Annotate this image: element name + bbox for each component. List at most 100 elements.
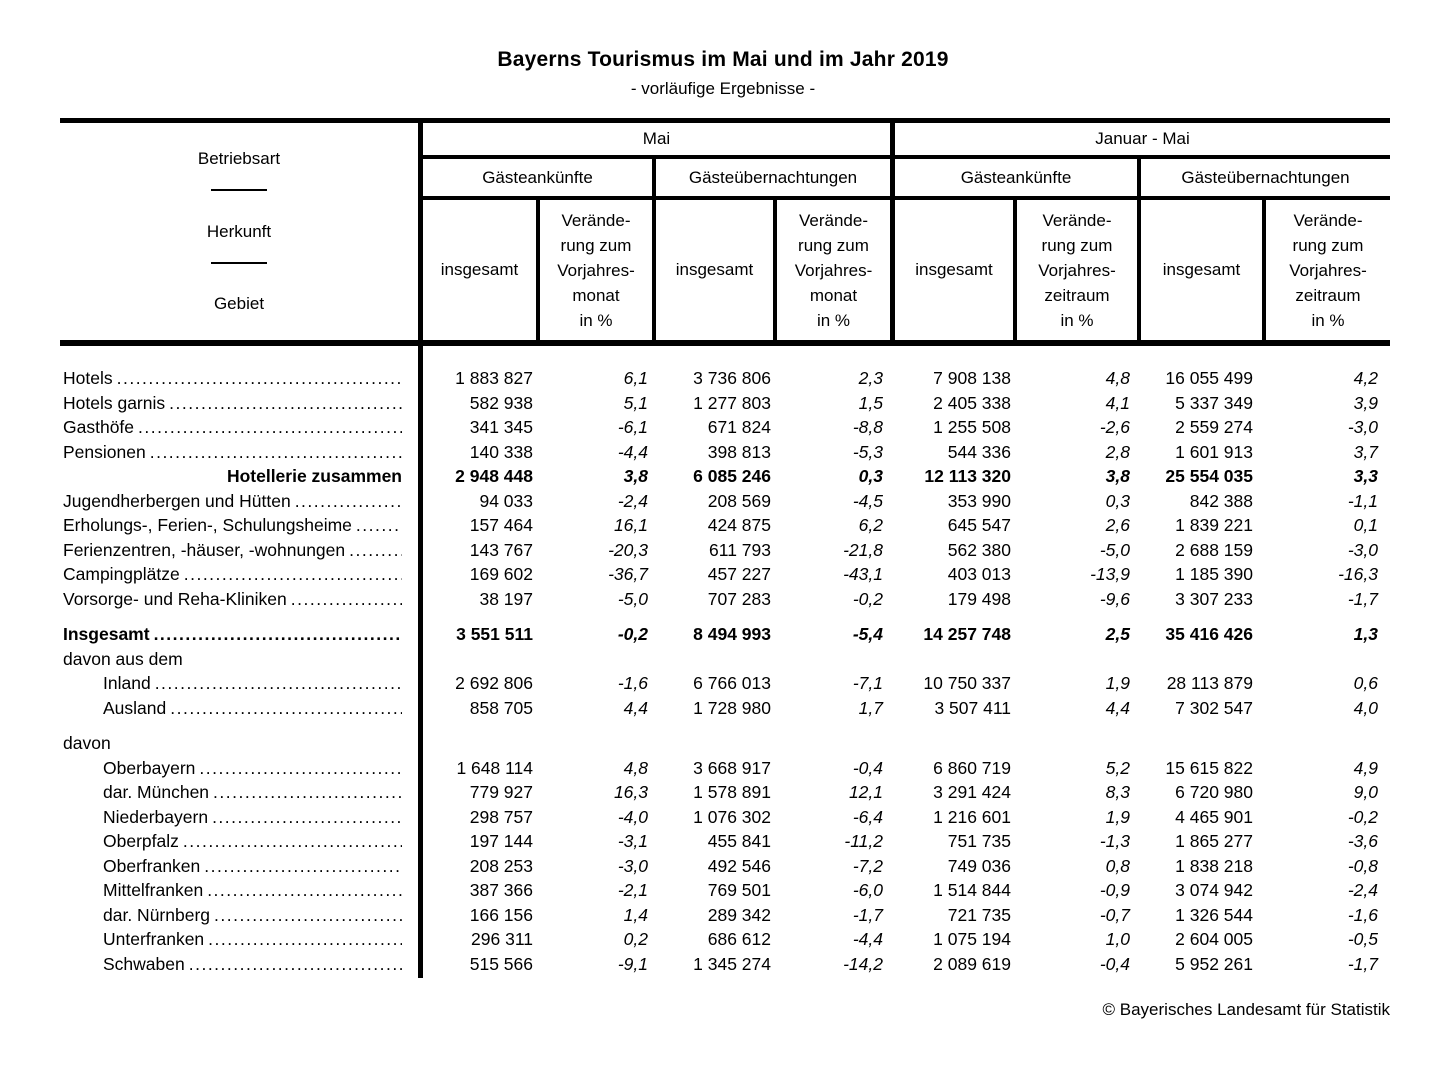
dot-leader <box>204 854 402 879</box>
value-change-percent: -11,2 <box>844 831 883 851</box>
rule-under-subgroups <box>423 196 1390 200</box>
column-total: insgesamt <box>675 260 754 279</box>
page-title: Bayerns Tourismus im Mai und im Jahr 201… <box>497 48 949 71</box>
row-label: Campingplätze <box>60 562 418 587</box>
row-label-text: Hotels garnis <box>63 392 166 413</box>
row-label: Hotels garnis <box>60 391 418 416</box>
value-total: 769 501 <box>707 880 771 900</box>
value-change-percent: -6,0 <box>852 880 883 900</box>
value-total: 3 507 411 <box>934 697 1011 718</box>
value-total: 25 554 035 <box>1165 466 1253 486</box>
value-total: 2 089 619 <box>933 953 1011 974</box>
value-total: 611 793 <box>709 539 771 560</box>
value-change-percent: 1,5 <box>858 392 883 413</box>
value-change-percent: 2,6 <box>1105 515 1130 535</box>
table-row: davon <box>60 731 1390 756</box>
table-row: Jugendherbergen und Hütten 94 033 -2,4 208 … <box>60 489 1390 514</box>
value-change-percent: 4,2 <box>1353 368 1378 388</box>
stub-line-betriebsart: Betriebsart <box>197 149 281 168</box>
table-header: Betriebsart Herkunft Gebiet Mai Januar -… <box>60 118 1390 346</box>
value-change-percent: -4,0 <box>617 806 648 827</box>
value-change-percent: -0,5 <box>1347 929 1378 949</box>
stub-line-gebiet: Gebiet <box>213 294 265 313</box>
value-change-percent: -0,4 <box>852 757 883 778</box>
value-total: 28 113 879 <box>1166 673 1253 693</box>
dot-leader <box>212 805 402 830</box>
row-label: Hotels <box>60 366 418 391</box>
dot-leader <box>189 952 402 977</box>
value-total: 1 075 194 <box>933 929 1011 949</box>
value-total: 6 720 980 <box>1175 782 1253 802</box>
value-total: 544 336 <box>947 441 1011 462</box>
value-total: 1 839 221 <box>1175 515 1253 535</box>
value-change-percent: 16,3 <box>613 782 648 802</box>
rule-under-mai <box>423 155 890 159</box>
value-change-percent: -1,7 <box>1347 588 1378 609</box>
value-total: 169 602 <box>469 564 533 584</box>
dot-leader <box>117 366 402 391</box>
row-label-text: Campingplätze <box>63 564 180 584</box>
stub-separator-line <box>211 262 267 264</box>
value-total: 1 255 508 <box>933 417 1011 437</box>
value-change-percent: 5,2 <box>1105 757 1130 778</box>
table-row: Oberpfalz 197 144 -3,1 455 841 -11,2 751 735 -… <box>60 829 1390 854</box>
row-label: Inland <box>60 671 418 696</box>
value-change-percent: -0,4 <box>1099 953 1130 974</box>
value-total: 645 547 <box>947 515 1011 535</box>
value-change-percent: 3,8 <box>1105 466 1130 486</box>
value-change-percent: -7,2 <box>852 855 883 876</box>
subcolumn-divider <box>536 200 540 340</box>
value-total: 707 283 <box>707 588 771 609</box>
column-total: insgesamt <box>1162 260 1241 279</box>
value-change-percent: -5,4 <box>852 624 883 644</box>
value-total: 1 326 544 <box>1175 904 1253 925</box>
value-change-percent: -1,1 <box>1347 490 1378 511</box>
value-change-percent: 6,1 <box>623 368 648 388</box>
dot-leader <box>155 671 402 696</box>
subcolumn-divider <box>652 159 656 340</box>
copyright-notice: © Bayerisches Landesamt für Statistik <box>1102 1000 1390 1019</box>
value-change-percent: 0,3 <box>1105 490 1130 511</box>
value-change-percent: 1,3 <box>1353 624 1378 644</box>
value-total: 1 185 390 <box>1175 564 1253 584</box>
value-change-percent: 6,2 <box>858 515 883 535</box>
row-label-text: Hotellerie zusammen <box>226 466 402 486</box>
row-label-text: Unterfranken <box>103 929 205 949</box>
table-row: Hotels garnis 582 938 5,1 1 277 803 1,5 2 405… <box>60 391 1390 416</box>
value-change-percent: 4,4 <box>1105 697 1130 718</box>
value-change-percent: 0,3 <box>858 466 883 486</box>
value-change-percent: -5,0 <box>617 588 648 609</box>
value-change-percent: -36,7 <box>608 564 648 584</box>
subcolumn-divider <box>1013 200 1017 340</box>
value-change-percent: -13,9 <box>1090 564 1130 584</box>
row-label: Mittelfranken <box>60 878 418 903</box>
value-total: 3 074 942 <box>1175 880 1253 900</box>
value-total: 3 736 806 <box>693 368 771 388</box>
dot-leader <box>154 622 402 647</box>
dot-leader <box>349 538 402 563</box>
value-total: 38 197 <box>479 588 533 609</box>
row-label: dar. Nürnberg <box>60 903 418 928</box>
value-total: 424 875 <box>707 515 771 535</box>
row-label-text: Insgesamt <box>63 624 150 644</box>
value-total: 2 692 806 <box>455 673 533 693</box>
row-label: Hotellerie zusammen <box>60 464 418 489</box>
value-total: 455 841 <box>707 831 771 851</box>
value-change-percent: -8,8 <box>852 417 883 437</box>
value-total: 492 546 <box>707 855 771 876</box>
value-total: 6 860 719 <box>933 757 1011 778</box>
row-label-text: davon aus dem <box>63 648 183 669</box>
value-total: 7 302 547 <box>1175 697 1253 718</box>
value-change-percent: -0,9 <box>1099 880 1130 900</box>
value-total: 197 144 <box>469 831 533 851</box>
value-change-percent: 3,9 <box>1353 392 1378 413</box>
value-total: 1 865 277 <box>1175 831 1253 851</box>
dot-leader <box>295 489 402 514</box>
table-row: Mittelfranken 387 366 -2,1 769 501 -6,0 1 514… <box>60 878 1390 903</box>
value-change-percent: -7,1 <box>852 673 883 693</box>
value-change-percent: 2,5 <box>1105 624 1130 644</box>
row-label: Unterfranken <box>60 927 418 952</box>
table-row: Erholungs-, Ferien-, Schulungsheime 157 4… <box>60 513 1390 538</box>
dot-leader <box>138 415 402 440</box>
value-total: 2 559 274 <box>1175 417 1253 437</box>
